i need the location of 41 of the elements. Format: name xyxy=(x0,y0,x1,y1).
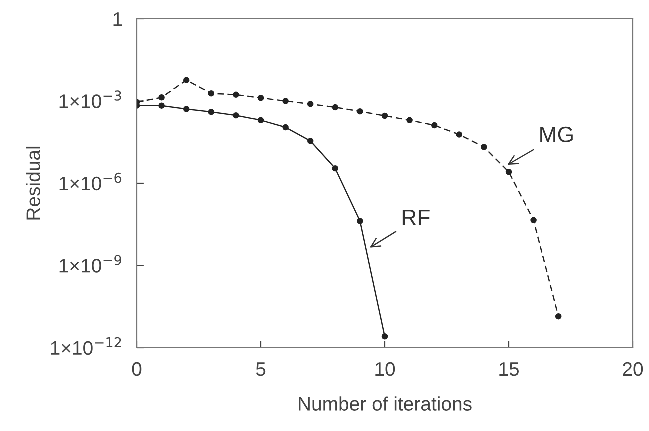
point xyxy=(431,122,438,129)
point xyxy=(258,95,264,102)
x-tick-label: 15 xyxy=(500,362,519,376)
x-tick-label: 20 xyxy=(623,362,644,376)
point xyxy=(406,117,413,124)
point xyxy=(208,109,215,116)
point xyxy=(307,101,314,108)
point xyxy=(233,112,240,119)
x-axis-title: Number of iterations xyxy=(299,396,472,411)
y-tick-label: 1×10$^{−6}$ xyxy=(60,172,122,191)
point xyxy=(158,94,165,101)
point xyxy=(456,132,463,138)
point xyxy=(307,138,314,144)
point xyxy=(481,144,488,150)
point xyxy=(183,77,190,84)
x-tick-label: 10 xyxy=(376,362,396,376)
x-tick-label: 0 xyxy=(132,362,142,376)
x-tick-label: 5 xyxy=(256,362,266,376)
y-axis-title: Residual xyxy=(26,146,40,220)
y-tick-label: 1×10$^{−12}$ xyxy=(51,337,122,356)
point xyxy=(208,90,215,97)
point xyxy=(282,124,289,131)
y-tick-label: 1×10$^{−9}$ xyxy=(60,255,122,273)
y-tick-label: 1 xyxy=(114,12,122,26)
point xyxy=(332,165,339,172)
series-label: MG xyxy=(540,126,573,143)
point xyxy=(233,92,240,98)
point xyxy=(506,168,512,176)
point xyxy=(555,313,562,320)
point xyxy=(282,98,289,104)
point xyxy=(357,218,364,224)
point xyxy=(357,108,364,115)
point xyxy=(382,333,388,340)
point xyxy=(158,102,165,109)
y-tick-label: 1×10$^{−3}$ xyxy=(60,90,122,108)
point xyxy=(382,112,388,120)
point xyxy=(530,217,537,224)
point xyxy=(258,117,264,124)
point xyxy=(332,104,339,111)
series-label: RF xyxy=(402,210,430,226)
point xyxy=(183,106,190,112)
